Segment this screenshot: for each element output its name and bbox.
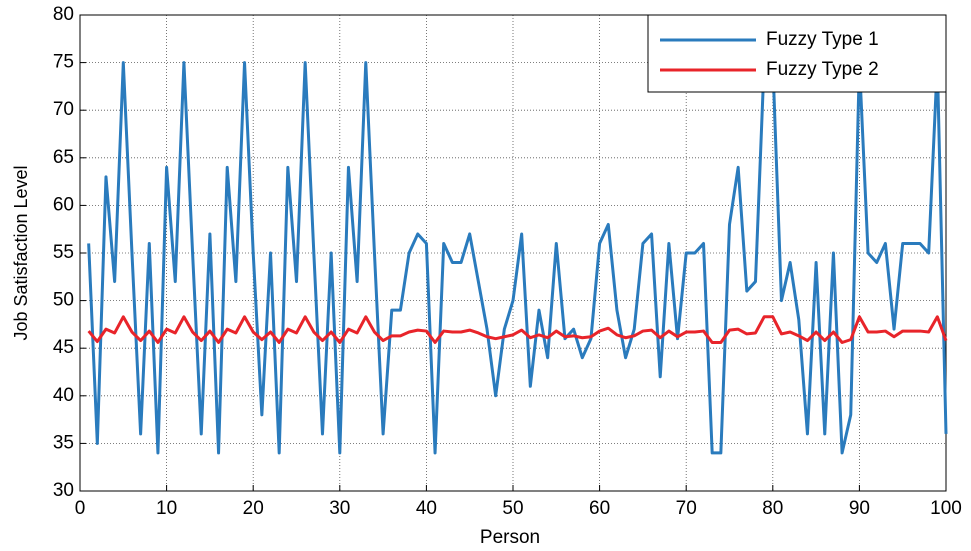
legend-label: Fuzzy Type 1 xyxy=(766,29,879,50)
x-tick-label: 80 xyxy=(762,498,783,519)
y-tick-label: 35 xyxy=(53,432,74,453)
x-tick-label: 70 xyxy=(676,498,697,519)
y-tick-label: 55 xyxy=(53,242,74,263)
x-tick-label: 30 xyxy=(329,498,350,519)
x-tick-label: 50 xyxy=(502,498,523,519)
x-tick-label: 40 xyxy=(416,498,437,519)
y-tick-label: 65 xyxy=(53,147,74,168)
plot-frame xyxy=(79,14,947,492)
y-axis-label: Job Satisfaction Level xyxy=(11,165,31,340)
x-axis-label: Person xyxy=(480,527,540,548)
x-tick-label: 90 xyxy=(849,498,870,519)
legend-label: Fuzzy Type 2 xyxy=(766,59,879,80)
y-tick-label: 45 xyxy=(53,337,74,358)
data-line xyxy=(87,315,948,344)
y-tick-label: 80 xyxy=(53,4,74,25)
x-tick-label: 60 xyxy=(589,498,610,519)
y-tick-label: 60 xyxy=(53,194,74,215)
y-tick-label: 40 xyxy=(53,385,74,406)
y-tick-label: 70 xyxy=(53,99,74,120)
x-tick-label: 100 xyxy=(930,498,962,519)
y-tick-label: 75 xyxy=(53,52,74,73)
x-tick-label: 0 xyxy=(75,498,86,519)
y-tick-label: 30 xyxy=(53,480,74,501)
legend-box xyxy=(647,14,947,93)
y-tick-label: 50 xyxy=(53,290,74,311)
x-tick-label: 20 xyxy=(243,498,264,519)
data-line xyxy=(87,61,948,455)
x-tick-label: 10 xyxy=(156,498,177,519)
